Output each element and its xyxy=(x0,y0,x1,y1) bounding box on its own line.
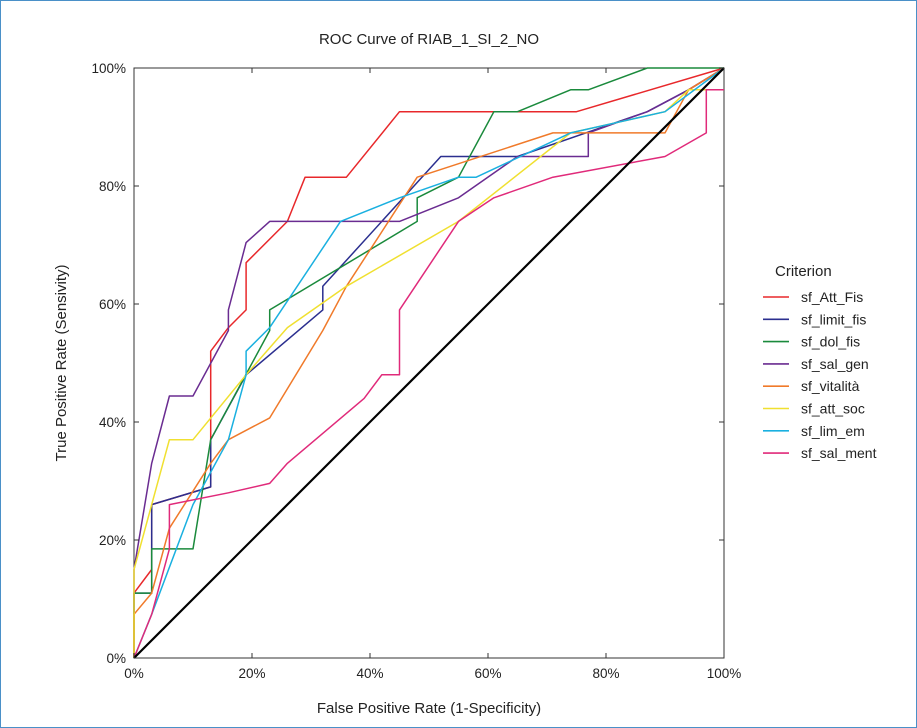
legend-item-label: sf_sal_ment xyxy=(801,445,877,461)
legend-item-label: sf_lim_em xyxy=(801,423,865,439)
y-tick-label: 40% xyxy=(99,415,126,430)
plot-area xyxy=(133,67,725,659)
legend-item-label: sf_dol_fis xyxy=(801,334,860,350)
y-tick-label: 100% xyxy=(91,61,126,76)
chart-title: ROC Curve of RIAB_1_SI_2_NO xyxy=(319,31,539,48)
legend-title: Criterion xyxy=(775,263,832,280)
y-axis-label: True Positive Rate (Sensivity) xyxy=(53,264,70,461)
reference-diagonal xyxy=(133,67,725,659)
y-tick-label: 80% xyxy=(99,179,126,194)
series-line-sf_att_soc xyxy=(133,89,724,658)
x-tick-label: 80% xyxy=(592,666,619,681)
series-line-sf_sal_ment xyxy=(133,89,724,659)
series-line-sf_sal_gen xyxy=(133,67,725,658)
legend-item-label: sf_att_soc xyxy=(801,401,865,417)
legend-item-label: sf_sal_gen xyxy=(801,356,869,372)
y-tick-label: 20% xyxy=(99,533,126,548)
x-axis-label: False Positive Rate (1-Specificity) xyxy=(317,700,541,717)
series-line-sf_dol_fis xyxy=(133,67,724,658)
x-tick-label: 40% xyxy=(356,666,383,681)
x-tick-label: 20% xyxy=(238,666,265,681)
series-line-sf_vitalità xyxy=(133,67,725,658)
x-tick-label: 60% xyxy=(474,666,501,681)
legend-item-label: sf_limit_fis xyxy=(801,311,866,327)
series-line-sf_lim_em xyxy=(133,67,725,659)
x-tick-label: 100% xyxy=(707,666,742,681)
legend-item-label: sf_Att_Fis xyxy=(801,289,863,305)
y-tick-label: 60% xyxy=(99,297,126,312)
legend-item-label: sf_vitalità xyxy=(801,378,860,394)
x-tick-label: 0% xyxy=(124,666,144,681)
y-tick-label: 0% xyxy=(106,651,126,666)
